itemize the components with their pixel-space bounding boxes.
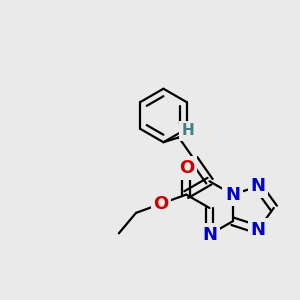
Text: N: N (202, 226, 217, 244)
Text: N: N (250, 177, 266, 195)
Text: N: N (250, 220, 266, 238)
Text: O: O (154, 195, 169, 213)
Text: O: O (179, 159, 194, 177)
Text: H: H (182, 123, 194, 138)
Text: N: N (225, 186, 240, 204)
Text: H: H (178, 158, 191, 173)
